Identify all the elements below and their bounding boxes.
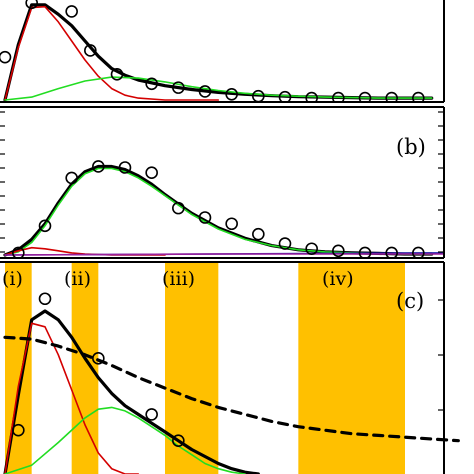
series-line-4 [3,335,460,443]
data-point [278,237,292,250]
data-point [225,217,238,231]
data-point [145,166,158,180]
data-point [172,434,185,448]
data-point [198,85,212,98]
series-line-2 [4,167,433,256]
data-point [145,408,158,421]
panel-c [0,261,460,474]
panel-b-label: (b) [396,135,426,159]
region-label-i: (i) [2,268,23,290]
series-line-1 [3,309,260,474]
series-line-5 [4,253,444,256]
data-point [92,352,105,365]
data-point [358,91,372,102]
data-point [110,67,124,81]
region-label-iv: (iv) [322,268,354,290]
data-point [278,90,292,102]
data-point [252,227,265,241]
data-point [38,292,52,306]
data-point [385,91,398,102]
data-point [118,161,132,174]
series-line-2 [4,322,140,474]
data-point [12,246,25,258]
data-point [305,242,318,256]
data-point [65,5,78,18]
panel-a-plot-area [0,0,434,102]
data-point [0,50,12,64]
panel-b [0,106,445,259]
data-point [65,171,78,185]
data-point [305,91,318,102]
region-label-ii: (ii) [64,268,91,290]
panel-b-plot-area [3,160,444,258]
region-label-iii: (iii) [162,268,195,290]
data-point [92,160,105,173]
data-point [25,0,38,10]
series-line-3 [4,76,433,101]
panel-c-label: (c) [396,289,424,313]
data-point [38,219,52,233]
data-point [412,91,425,102]
data-point [332,91,345,102]
data-point [84,44,97,57]
data-point [172,81,185,94]
data-point [198,211,212,224]
data-point [172,201,185,215]
series-line-1 [3,164,434,257]
data-point [145,77,158,91]
data-point [332,244,345,258]
panel-c-plot-area [3,262,460,474]
series-line-3 [4,406,246,474]
shaded-region-4 [298,262,405,474]
data-point [225,87,238,101]
data-point [358,246,372,258]
data-point [12,423,25,437]
shaded-region-2 [71,262,99,474]
data-point [385,246,398,258]
data-point [412,246,425,258]
panel-a [0,0,445,103]
